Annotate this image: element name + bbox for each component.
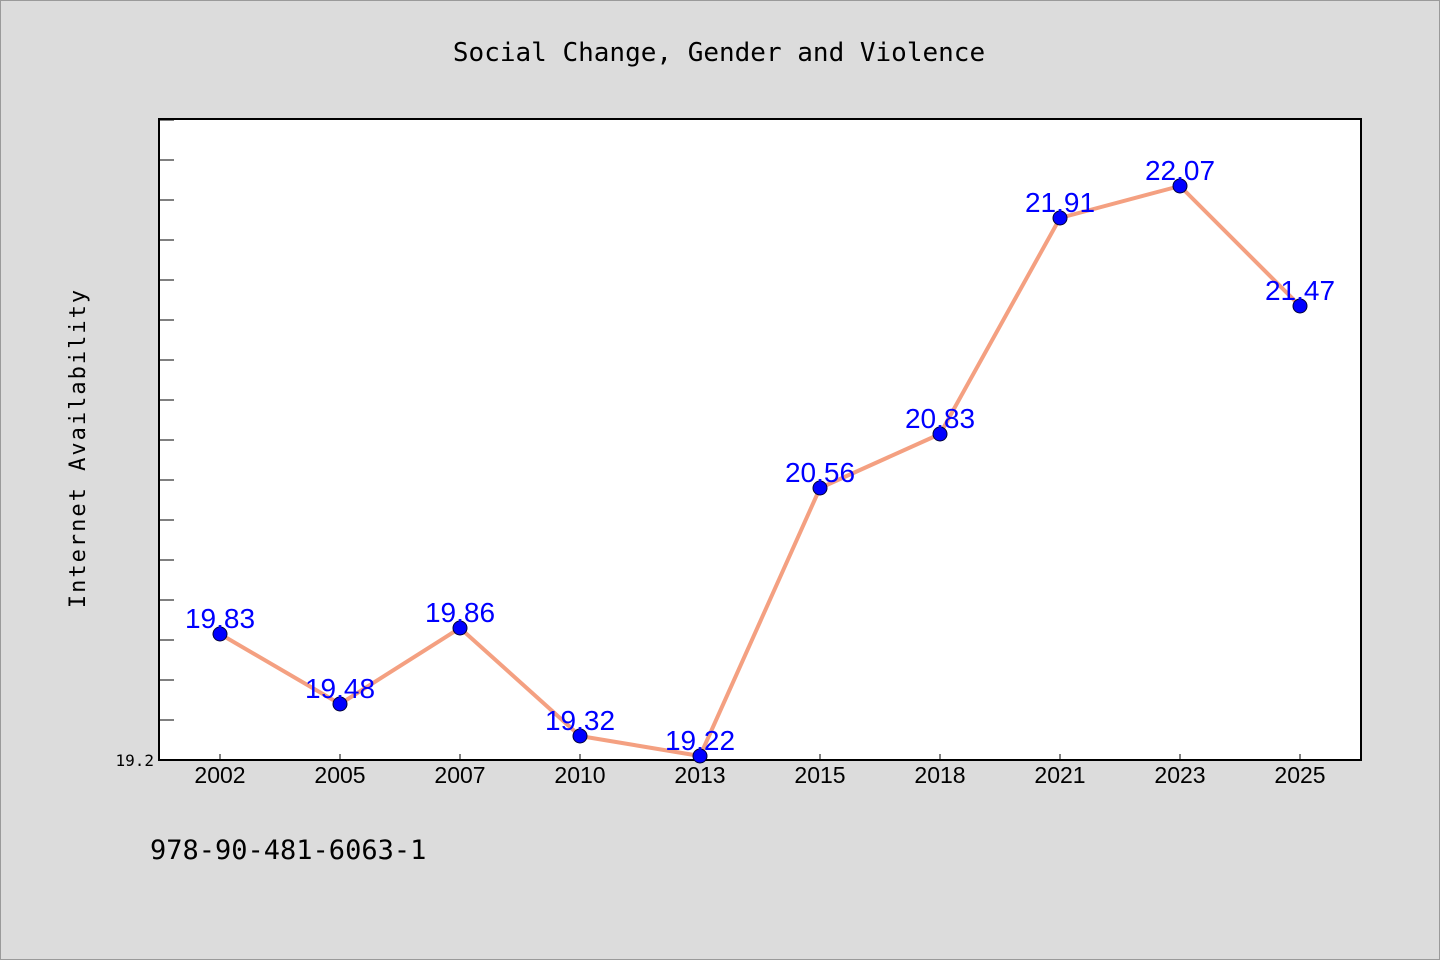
isbn-footer: 978-90-481-6063-1 [150, 835, 427, 866]
data-points [212, 178, 1308, 764]
data-point [332, 696, 348, 712]
data-point [1172, 178, 1188, 194]
x-tick-label: 2005 [314, 762, 365, 788]
y-tick-labels: 19.2 [115, 751, 154, 770]
data-label: 21.91 [1025, 187, 1095, 218]
x-tick-label: 2007 [434, 762, 485, 788]
x-tick-label: 2013 [674, 762, 725, 788]
data-labels: 19.83 19.48 19.86 19.32 19.22 20.56 20.83 21.91… [185, 155, 1335, 756]
chart-title: Social Change, Gender and Violence [453, 38, 985, 68]
data-label: 22.07 [1145, 155, 1215, 186]
plot-area [158, 118, 1362, 761]
data-point [812, 480, 828, 496]
data-label: 19.83 [185, 603, 255, 634]
x-tick-label: 2015 [794, 762, 845, 788]
series-line [218, 184, 1302, 758]
data-point [1052, 210, 1068, 226]
data-label: 19.86 [425, 597, 495, 628]
x-tick-label: 2010 [554, 762, 605, 788]
series-line-group [218, 184, 1302, 758]
x-tick-label: 2002 [194, 762, 245, 788]
x-tick-label: 2021 [1034, 762, 1085, 788]
x-tick-label: 2023 [1154, 762, 1205, 788]
data-label: 20.56 [785, 457, 855, 488]
data-label: 19.48 [305, 673, 375, 704]
data-point [572, 728, 588, 744]
y-tick-label: 19.2 [115, 751, 154, 770]
data-point [212, 626, 228, 642]
data-point [692, 748, 708, 764]
data-label: 19.22 [665, 725, 735, 756]
axis-ticks [160, 119, 1301, 761]
data-point [932, 426, 948, 442]
data-point [1292, 298, 1308, 314]
x-tick-label: 2025 [1274, 762, 1325, 788]
y-axis-label: Internet Availability [66, 288, 91, 608]
data-label: 19.32 [545, 705, 615, 736]
data-label: 21.47 [1265, 275, 1335, 306]
data-label: 20.83 [905, 403, 975, 434]
x-tick-label: 2018 [914, 762, 965, 788]
x-tick-labels: 2002 2005 2007 2010 2013 2015 2018 2021 2023 2025 [194, 762, 1325, 788]
data-point [452, 620, 468, 636]
